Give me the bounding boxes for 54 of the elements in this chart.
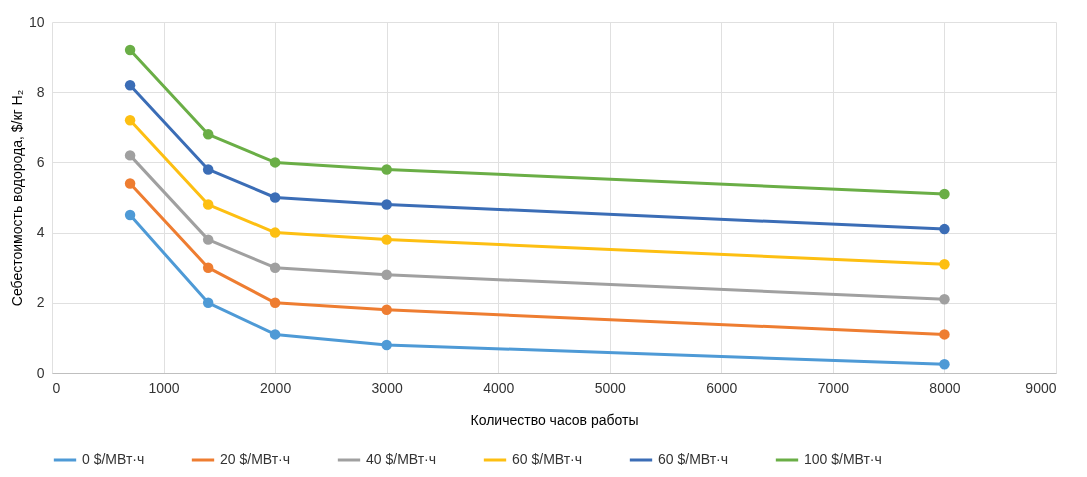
point — [939, 188, 950, 200]
x-tick-label: 8000 — [929, 379, 961, 396]
legend-label: 100 $/МВт·ч — [804, 451, 882, 467]
legend-label: 0 $/МВт·ч — [82, 451, 145, 467]
point — [381, 339, 392, 351]
point — [124, 44, 136, 56]
point — [381, 304, 392, 316]
point — [939, 294, 950, 305]
legend-label: 40 $/МВт·ч — [366, 451, 437, 467]
x-tick-label: 6000 — [706, 379, 738, 396]
point — [939, 258, 950, 270]
x-tick-label: 0 — [52, 379, 61, 396]
x-axis-title: Количество часов работы — [470, 411, 639, 428]
point — [269, 227, 281, 238]
x-tick-label: 4000 — [483, 379, 515, 396]
x-tick-label: 1000 — [148, 379, 180, 396]
y-tick-label: 0 — [36, 364, 45, 381]
point — [939, 329, 950, 340]
x-tick-label: 5000 — [594, 379, 627, 396]
point — [202, 234, 214, 245]
point — [269, 157, 281, 168]
point — [269, 329, 281, 340]
y-tick-label: 4 — [36, 224, 45, 241]
point — [124, 178, 136, 189]
point — [269, 297, 281, 309]
point — [269, 192, 281, 203]
point — [269, 262, 281, 273]
y-tick-label: 2 — [36, 294, 45, 311]
y-tick-label: 10 — [28, 13, 45, 30]
point — [124, 115, 136, 126]
point — [124, 79, 136, 91]
legend-label: 60 $/МВт·ч — [658, 451, 729, 467]
y-axis-title: Себестоимость водорода, $/кг H₂ — [8, 89, 25, 307]
point — [381, 234, 392, 245]
point — [939, 223, 950, 235]
x-tick-label: 7000 — [817, 379, 850, 396]
point — [202, 164, 214, 175]
point — [381, 199, 392, 210]
y-tick-label: 6 — [36, 153, 45, 170]
x-tick-label: 3000 — [371, 379, 403, 396]
x-tick-label: 2000 — [260, 379, 292, 396]
point — [381, 269, 392, 280]
x-tick-label: 9000 — [1025, 379, 1057, 396]
y-tick-label: 8 — [36, 83, 45, 100]
legend-label: 20 $/МВт·ч — [220, 451, 291, 467]
point — [202, 199, 214, 210]
point — [202, 129, 214, 140]
point — [124, 209, 136, 221]
legend-label: 60 $/МВт·ч — [512, 451, 583, 467]
point — [939, 358, 950, 370]
point — [202, 262, 214, 273]
point — [202, 297, 214, 309]
point — [124, 150, 136, 161]
point — [381, 164, 392, 175]
